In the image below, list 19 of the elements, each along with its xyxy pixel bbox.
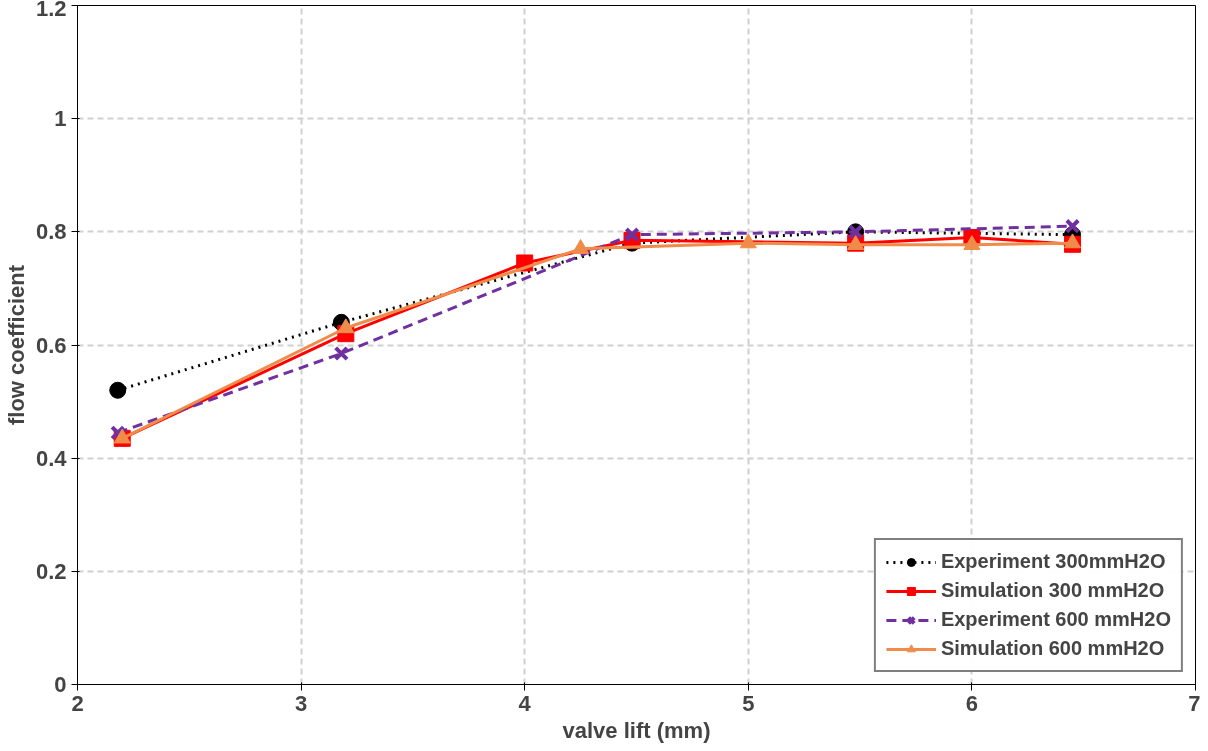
legend-label: Experiment 300mmH2O <box>940 550 1166 573</box>
x-tick-label: 2 <box>71 690 84 716</box>
legend-label: Experiment 600 mmH2O <box>940 608 1171 631</box>
y-tick-label: 0.8 <box>35 219 67 245</box>
legend-label: Simulation 600 mmH2O <box>940 637 1165 660</box>
y-tick-label: 1 <box>54 106 67 132</box>
x-tick-label: 3 <box>294 690 308 716</box>
legend-label: Simulation 300 mmH2O <box>940 579 1165 602</box>
x-tick-label: 6 <box>965 690 979 716</box>
y-tick-label: 0.6 <box>35 332 67 358</box>
x-axis-title: valve lift (mm) <box>562 717 711 743</box>
y-tick-label: 0 <box>54 672 67 697</box>
y-tick-label: 0.2 <box>35 558 67 584</box>
x-tick-label: 7 <box>1188 690 1201 716</box>
x-tick-label: 4 <box>518 690 532 716</box>
y-tick-label: 1.2 <box>35 0 67 21</box>
y-tick-label: 0.4 <box>35 445 68 471</box>
y-axis-title: flow coefficient <box>3 264 29 426</box>
x-tick-label: 5 <box>742 690 755 716</box>
